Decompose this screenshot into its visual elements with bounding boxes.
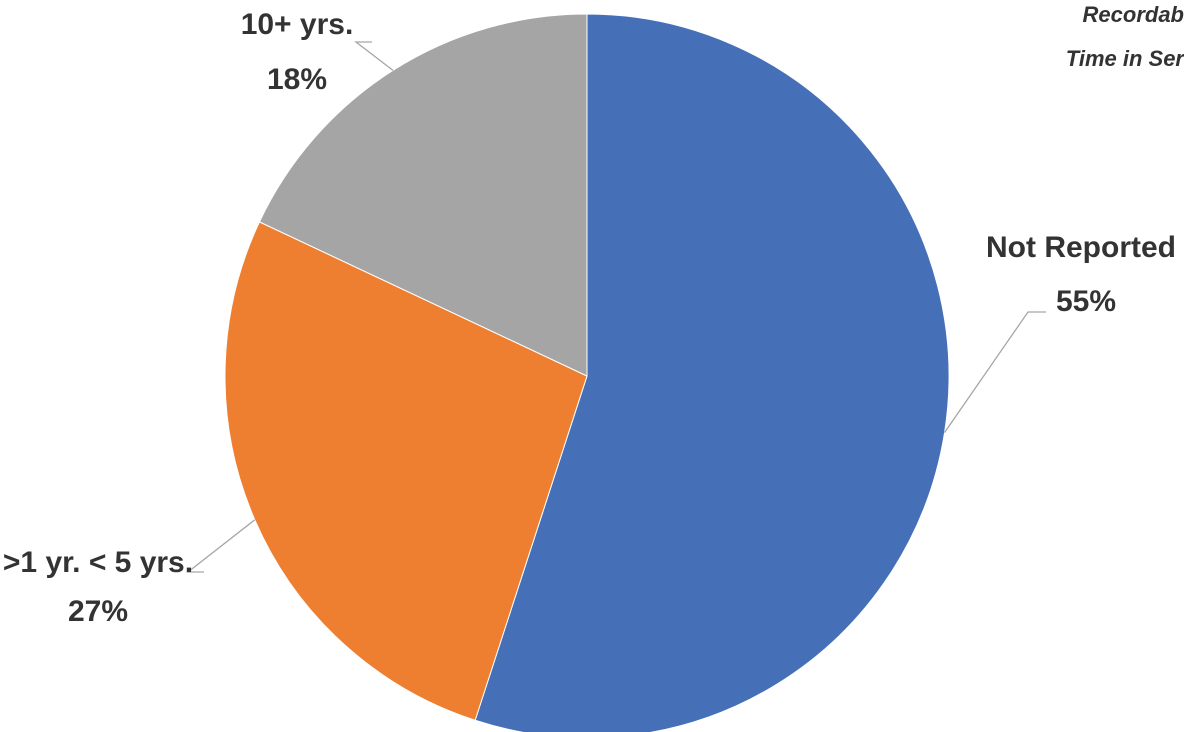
chart-title: Recordab Time in Ser bbox=[1066, 2, 1184, 71]
leader-line-10-plus-yrs bbox=[354, 41, 394, 71]
leader-line-not-reported bbox=[943, 311, 1046, 433]
data-label-value-1-to-5-yrs: 27% bbox=[68, 595, 128, 628]
data-label-category-1-to-5-yrs: >1 yr. < 5 yrs. bbox=[3, 546, 193, 579]
pie-slice-1-to-5-yrs bbox=[224, 221, 588, 721]
data-label-category-not-reported: Not Reported bbox=[986, 231, 1176, 264]
data-label-category-10-plus-yrs: 10+ yrs. bbox=[241, 8, 354, 41]
pie-slice-not-reported bbox=[474, 13, 950, 732]
pie-slices bbox=[224, 13, 950, 732]
leader-lines bbox=[186, 41, 1046, 573]
leader-line-1-to-5-yrs bbox=[186, 519, 256, 573]
data-labels: Not Reported 55% >1 yr. < 5 yrs. 27% 10+… bbox=[3, 8, 1176, 628]
data-label-value-10-plus-yrs: 18% bbox=[267, 63, 327, 96]
chart-title-line-1: Recordab bbox=[1083, 2, 1184, 27]
chart-title-line-2: Time in Ser bbox=[1066, 46, 1184, 71]
data-label-value-not-reported: 55% bbox=[1056, 285, 1116, 318]
